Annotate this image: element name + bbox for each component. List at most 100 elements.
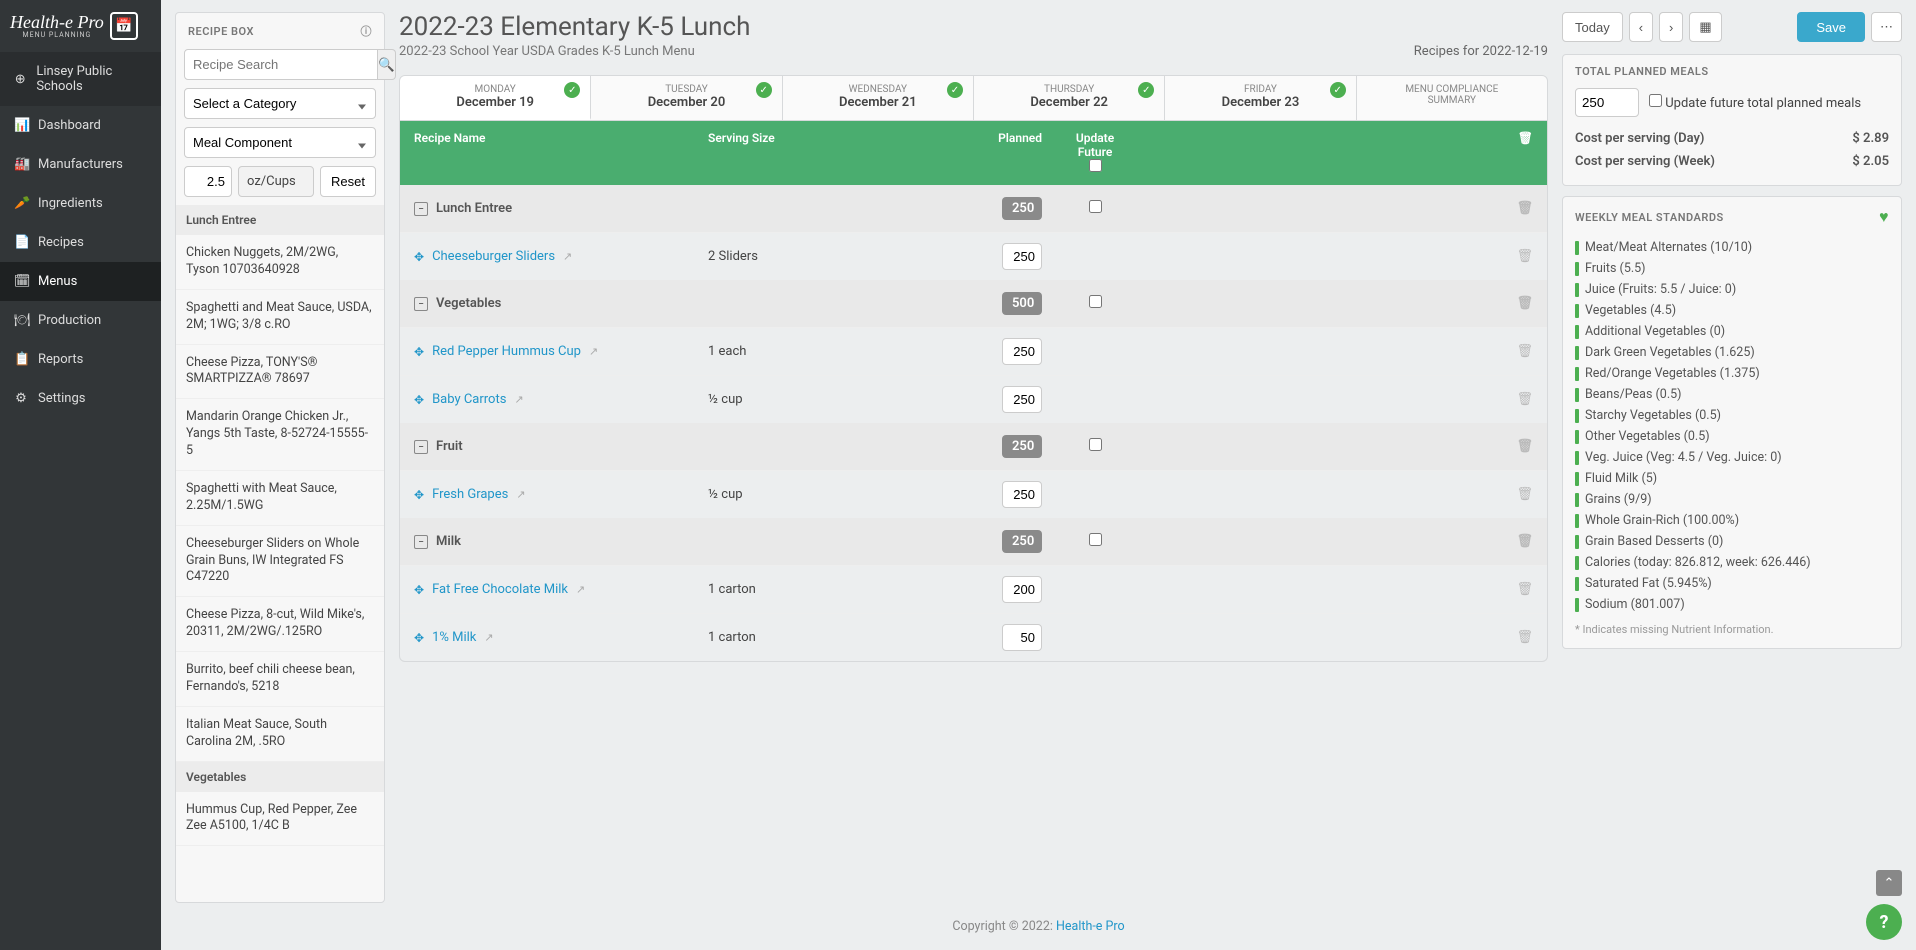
update-future-meals-label[interactable]: Update future total planned meals — [1649, 94, 1861, 111]
next-button[interactable]: › — [1659, 12, 1683, 42]
day-tab[interactable]: THURSDAYDecember 22✓ — [974, 76, 1165, 120]
drag-icon[interactable]: ✥ — [414, 631, 424, 645]
category-future-checkbox[interactable] — [1089, 533, 1102, 546]
recipe-link[interactable]: Cheeseburger Sliders — [432, 249, 555, 264]
nav-reports[interactable]: 📋Reports — [0, 340, 161, 379]
nav-settings[interactable]: ⚙Settings — [0, 379, 161, 418]
standard-item: Saturated Fat (5.945%) — [1575, 573, 1889, 594]
recipe-list-item[interactable]: Chicken Nuggets, 2M/2WG, Tyson 107036409… — [176, 235, 384, 290]
recipe-search-button[interactable]: 🔍 — [378, 49, 396, 80]
recipe-list-item[interactable]: Cheeseburger Sliders on Whole Grain Buns… — [176, 526, 384, 598]
recipe-list-item[interactable]: Italian Meat Sauce, South Carolina 2M, .… — [176, 707, 384, 762]
category-select[interactable]: Select a Category — [184, 88, 376, 119]
trash-icon[interactable]: 🗑 — [1516, 630, 1533, 645]
nav-dashboard[interactable]: 📊Dashboard — [0, 106, 161, 145]
status-bar-icon — [1575, 304, 1579, 318]
footer-link[interactable]: Health-e Pro — [1056, 919, 1125, 934]
more-icon: ⋯ — [1880, 19, 1893, 34]
recipe-link[interactable]: Fresh Grapes — [432, 487, 508, 502]
more-button[interactable]: ⋯ — [1871, 12, 1902, 42]
save-button[interactable]: Save — [1797, 12, 1865, 42]
recipe-list-item[interactable]: Cheese Pizza, TONY'S® SMARTPIZZA® 78697 — [176, 345, 384, 400]
day-tab[interactable]: FRIDAYDecember 23✓ — [1165, 76, 1356, 120]
external-link-icon[interactable]: ↗ — [563, 250, 572, 263]
category-future-checkbox[interactable] — [1089, 438, 1102, 451]
external-link-icon[interactable]: ↗ — [484, 631, 493, 644]
planned-meals-title: TOTAL PLANNED MEALS — [1575, 65, 1709, 78]
recipe-link[interactable]: Red Pepper Hummus Cup — [432, 344, 581, 359]
standard-item: Dark Green Vegetables (1.625) — [1575, 342, 1889, 363]
recipe-list-item[interactable]: Burrito, beef chili cheese bean, Fernand… — [176, 652, 384, 707]
external-link-icon[interactable]: ↗ — [516, 488, 525, 501]
today-button[interactable]: Today — [1562, 12, 1623, 42]
standard-item: Fruits (5.5) — [1575, 258, 1889, 279]
recipe-search-input[interactable] — [184, 49, 378, 80]
category-future-checkbox[interactable] — [1089, 200, 1102, 213]
component-select[interactable]: Meal Component — [184, 127, 376, 158]
planned-input[interactable] — [1002, 481, 1042, 508]
planned-input[interactable] — [1002, 386, 1042, 413]
update-future-meals-checkbox[interactable] — [1649, 94, 1662, 107]
drag-icon[interactable]: ✥ — [414, 345, 424, 359]
nav-ingredients[interactable]: 🥕Ingredients — [0, 184, 161, 223]
recipe-link[interactable]: Baby Carrots — [432, 392, 506, 407]
nav-recipes[interactable]: 📄Recipes — [0, 223, 161, 262]
trash-icon[interactable]: 🗑 — [1516, 296, 1533, 311]
drag-icon[interactable]: ✥ — [414, 488, 424, 502]
recipe-list-item[interactable]: Cheese Pizza, 8-cut, Wild Mike's, 20311,… — [176, 597, 384, 652]
trash-icon[interactable]: 🗑 — [1516, 582, 1533, 597]
nav-menus[interactable]: 🗓Menus — [0, 262, 161, 301]
nav-production[interactable]: 🍽Production — [0, 301, 161, 340]
category-future-checkbox[interactable] — [1089, 295, 1102, 308]
trash-icon[interactable]: 🗑 — [1516, 201, 1533, 216]
planned-input[interactable] — [1002, 576, 1042, 603]
nav-manufacturers[interactable]: 🏭Manufacturers — [0, 145, 161, 184]
prev-button[interactable]: ‹ — [1629, 12, 1653, 42]
recipe-list-item[interactable]: Hummus Cup, Red Pepper, Zee Zee A5100, 1… — [176, 792, 384, 847]
collapse-icon[interactable]: − — [414, 440, 428, 454]
org-selector[interactable]: ⊕ Linsey Public Schools — [0, 52, 161, 106]
update-future-all-checkbox[interactable] — [1089, 159, 1102, 172]
drag-icon[interactable]: ✥ — [414, 393, 424, 407]
calendar-button[interactable]: ▦ — [1689, 12, 1721, 42]
external-link-icon[interactable]: ↗ — [589, 345, 598, 358]
collapse-icon[interactable]: − — [414, 535, 428, 549]
trash-icon[interactable]: 🗑 — [1516, 249, 1533, 264]
collapse-icon[interactable]: − — [414, 297, 428, 311]
drag-icon[interactable]: ✥ — [414, 250, 424, 264]
recipe-link[interactable]: 1% Milk — [432, 630, 476, 645]
day-tab[interactable]: TUESDAYDecember 20✓ — [591, 76, 782, 120]
standard-item: Grain Based Desserts (0) — [1575, 531, 1889, 552]
collapse-icon[interactable]: − — [414, 202, 428, 216]
scroll-top-button[interactable]: ⌃ — [1876, 870, 1902, 896]
trash-icon[interactable]: 🗑 — [1516, 439, 1533, 454]
day-tab[interactable]: MONDAYDecember 19✓ — [400, 76, 591, 120]
recipe-list-item[interactable]: Spaghetti and Meat Sauce, USDA, 2M; 1WG;… — [176, 290, 384, 345]
external-link-icon[interactable]: ↗ — [514, 393, 523, 406]
trash-icon[interactable]: 🗑 — [1518, 131, 1533, 145]
external-link-icon[interactable]: ↗ — [576, 583, 585, 596]
info-icon[interactable]: ⓘ — [361, 23, 373, 39]
planned-input[interactable] — [1002, 624, 1042, 651]
brand-sub: MENU PLANNING — [10, 31, 104, 39]
reset-button[interactable]: Reset — [320, 166, 376, 197]
planned-input[interactable] — [1002, 243, 1042, 270]
day-tab[interactable]: WEDNESDAYDecember 21✓ — [783, 76, 974, 120]
compliance-tab[interactable]: MENU COMPLIANCESUMMARY — [1357, 76, 1547, 120]
drag-icon[interactable]: ✥ — [414, 583, 424, 597]
recipe-list-item[interactable]: Mandarin Orange Chicken Jr., Yangs 5th T… — [176, 399, 384, 471]
recipe-link[interactable]: Fat Free Chocolate Milk — [432, 582, 568, 597]
help-fab[interactable]: ? — [1866, 904, 1902, 940]
plate-icon: 🍽 — [14, 313, 28, 328]
trash-icon[interactable]: 🗑 — [1516, 534, 1533, 549]
heart-icon[interactable]: ♥ — [1879, 207, 1889, 227]
planned-input[interactable] — [1002, 338, 1042, 365]
amount-input[interactable] — [184, 166, 232, 197]
planned-meals-input[interactable] — [1575, 88, 1639, 117]
trash-icon[interactable]: 🗑 — [1516, 487, 1533, 502]
recipe-list-item[interactable]: Spaghetti with Meat Sauce, 2.25M/1.5WG — [176, 471, 384, 526]
trash-icon[interactable]: 🗑 — [1516, 344, 1533, 359]
trash-icon[interactable]: 🗑 — [1516, 392, 1533, 407]
factory-icon: 🏭 — [14, 157, 28, 172]
standard-item: Other Vegetables (0.5) — [1575, 426, 1889, 447]
